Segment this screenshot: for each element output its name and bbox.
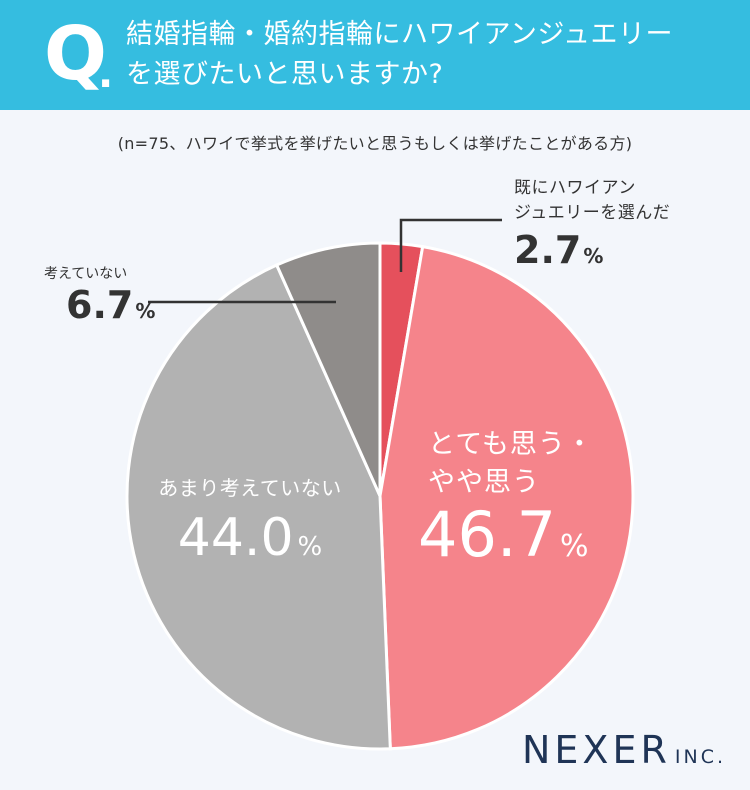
pie-slice-not-much bbox=[125, 263, 392, 751]
pie-slice-not-thinking bbox=[274, 241, 382, 497]
percent-unit: % bbox=[583, 244, 604, 268]
question-line-1: 結婚指輪・婚約指輪にハワイアンジュエリー bbox=[126, 19, 674, 50]
value-number: 2.7 bbox=[514, 228, 582, 272]
slice-label-line: 既にハワイアン bbox=[514, 178, 636, 198]
pie-slice-think-so bbox=[378, 244, 635, 751]
leader-line-already-chose bbox=[399, 218, 502, 272]
logo-sub: INC. bbox=[674, 746, 727, 768]
percent-unit: % bbox=[135, 299, 156, 323]
nexer-logo: NEXER INC. bbox=[522, 728, 726, 772]
sample-note: (n=75、ハワイで挙式を挙げたいと思うもしくは挙げたことがある方) bbox=[117, 134, 633, 153]
slice-label-not-much: あまり考えていない bbox=[158, 476, 342, 500]
question-line-2: を選びたいと思いますか? bbox=[126, 59, 444, 90]
slice-label-think-so: とても思う・ やや思う bbox=[428, 426, 598, 502]
percent-unit: % bbox=[560, 529, 589, 564]
slice-value-not-thinking: 6.7% bbox=[66, 283, 155, 327]
value-number: 44.0 bbox=[177, 508, 294, 568]
q-dot: . bbox=[98, 51, 114, 97]
percent-unit: % bbox=[297, 532, 323, 562]
slice-label-line: とても思う・ bbox=[428, 429, 594, 460]
slice-label-line: やや思う bbox=[428, 467, 540, 498]
question-header: Q . 結婚指輪・婚約指輪にハワイアンジュエリー を選びたいと思いますか? bbox=[0, 0, 750, 110]
slice-label-not-thinking: 考えていない bbox=[44, 266, 128, 282]
slice-label-already-chose: 既にハワイアン ジュエリーを選んだ bbox=[514, 176, 670, 226]
slice-label-line: ジュエリーを選んだ bbox=[514, 203, 671, 223]
slice-value-think-so: 46.7% bbox=[418, 498, 589, 571]
value-number: 6.7 bbox=[66, 283, 134, 327]
slice-value-not-much: 44.0% bbox=[140, 508, 360, 568]
logo-main: NEXER bbox=[522, 728, 671, 772]
q-mark: Q bbox=[44, 11, 107, 97]
value-number: 46.7 bbox=[418, 498, 557, 571]
slice-value-already-chose: 2.7% bbox=[514, 228, 603, 272]
